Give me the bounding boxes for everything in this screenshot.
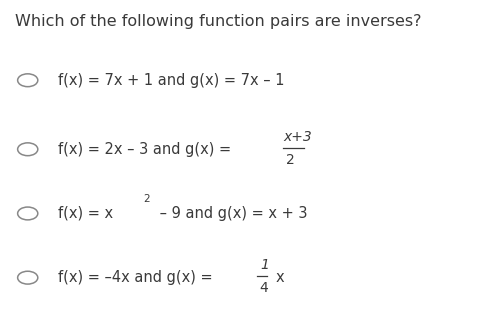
Text: f(x) = 7x + 1 and g(x) = 7x – 1: f(x) = 7x + 1 and g(x) = 7x – 1 — [58, 73, 284, 88]
Text: 2: 2 — [286, 152, 295, 167]
Text: f(x) = –4x and g(x) =: f(x) = –4x and g(x) = — [58, 270, 217, 285]
Text: x: x — [275, 270, 284, 285]
Text: – 9 and g(x) = x + 3: – 9 and g(x) = x + 3 — [155, 206, 308, 221]
Text: 4: 4 — [259, 281, 268, 295]
Text: 2: 2 — [144, 194, 150, 204]
Text: f(x) = x: f(x) = x — [58, 206, 113, 221]
Text: 1: 1 — [261, 258, 270, 273]
Text: f(x) = 2x – 3 and g(x) =: f(x) = 2x – 3 and g(x) = — [58, 142, 236, 157]
Text: x+3: x+3 — [284, 130, 312, 144]
Text: Which of the following function pairs are inverses?: Which of the following function pairs ar… — [15, 14, 422, 30]
